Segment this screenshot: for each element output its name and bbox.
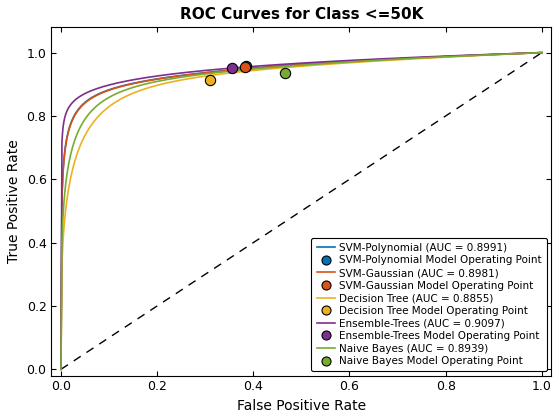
Point: [280, 69, 289, 76]
Y-axis label: True Positive Rate: True Positive Rate: [7, 139, 21, 263]
Point: [227, 65, 236, 71]
Title: ROC Curves for Class <=50K: ROC Curves for Class <=50K: [180, 7, 423, 22]
Point: [206, 77, 214, 84]
Point: [241, 63, 250, 70]
Point: [241, 63, 250, 70]
X-axis label: False Positive Rate: False Positive Rate: [237, 399, 366, 413]
Legend: SVM-Polynomial (AUC = 0.8991), SVM-Polynomial Model Operating Point, SVM-Gaussia: SVM-Polynomial (AUC = 0.8991), SVM-Polyn…: [311, 238, 547, 371]
